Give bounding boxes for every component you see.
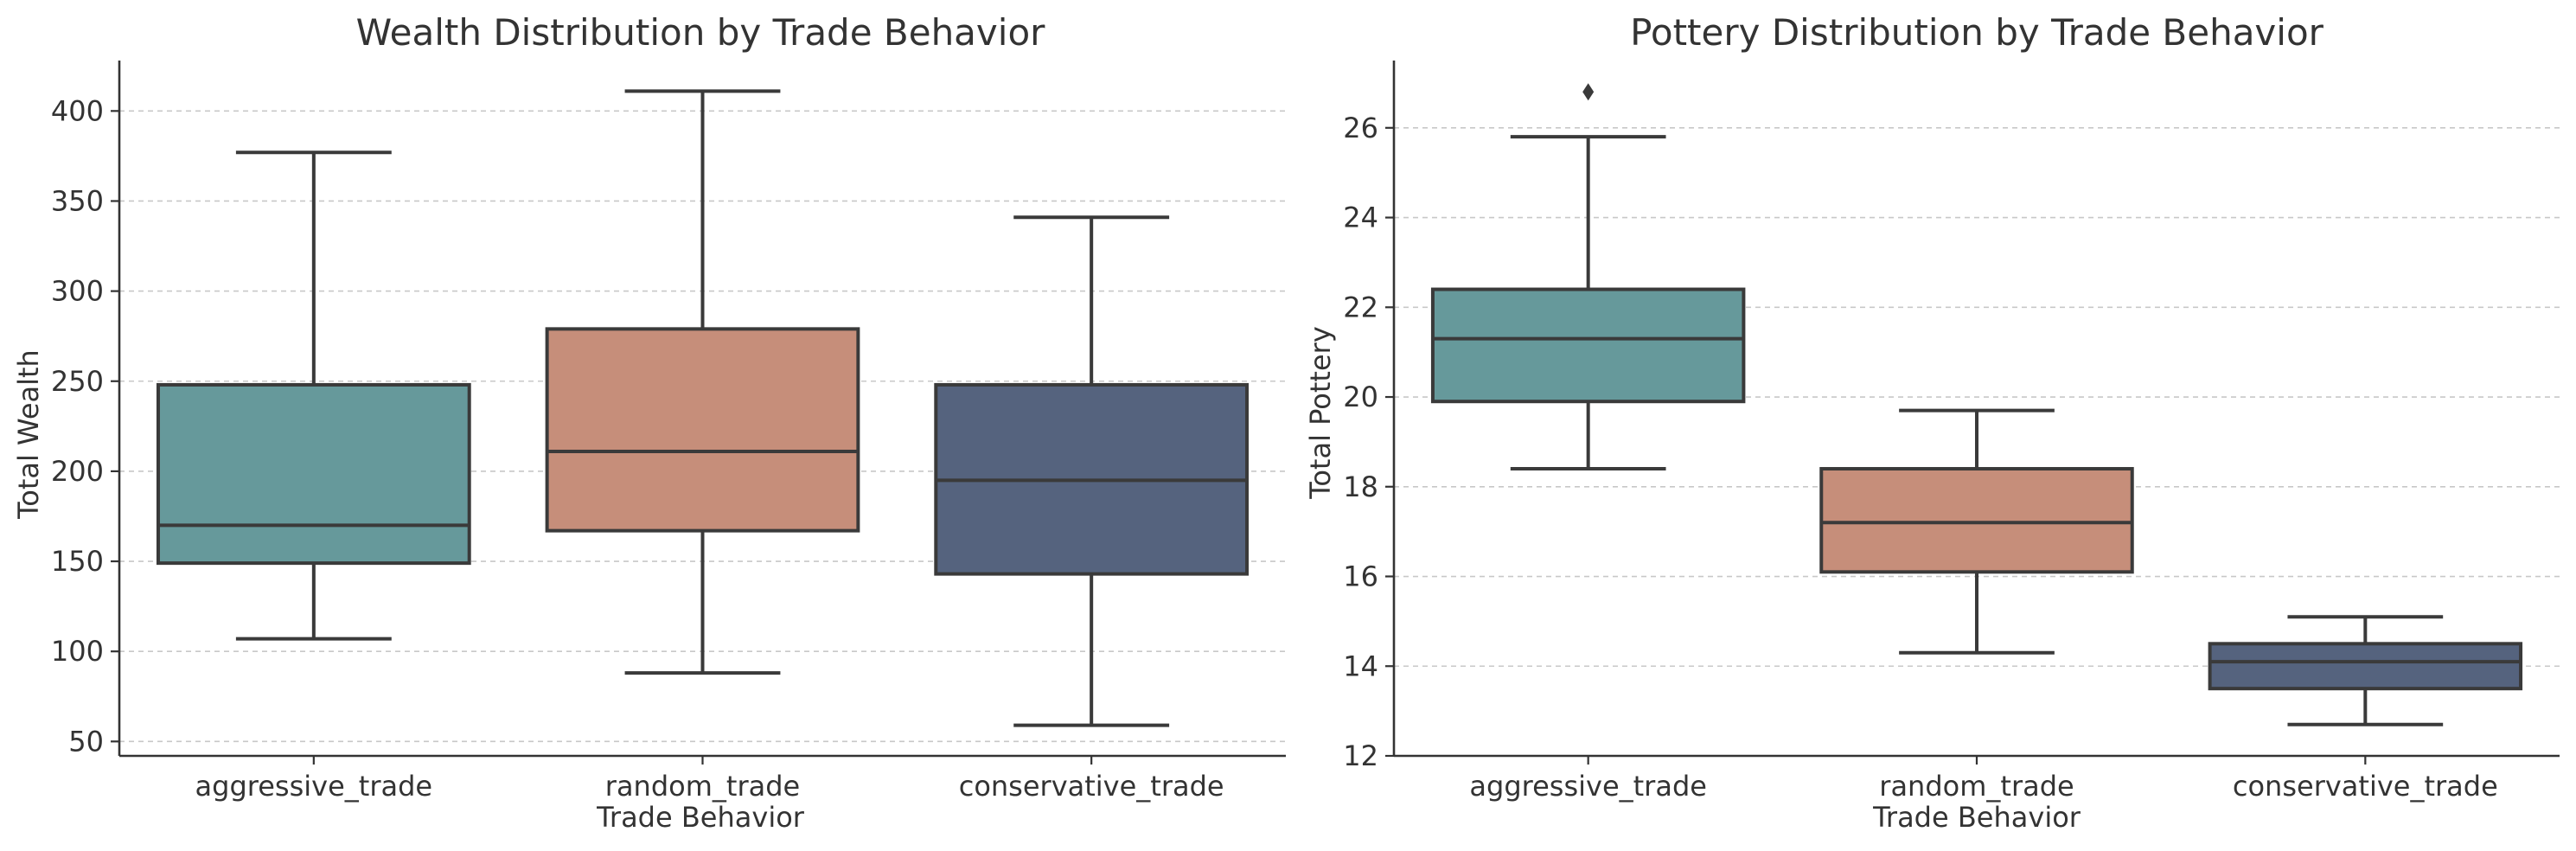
pottery-xtick-label: random_trade (1879, 770, 2074, 803)
pottery-chart-axes: 12 14 16 18 20 22 24 26 aggressive_trade random_t… (1343, 61, 2560, 803)
pottery-ytick-label: 12 (1343, 739, 1378, 772)
pottery-chart-ylabel: Total Pottery (1304, 326, 1337, 500)
pottery-ytick-label: 24 (1343, 202, 1378, 234)
pottery-box-aggressive_trade (1430, 83, 1746, 471)
pottery-ytick-label: 22 (1343, 291, 1378, 323)
pottery-iqr-box (2208, 642, 2523, 691)
pottery-ytick-label: 20 (1343, 381, 1378, 413)
pottery-ytick-label: 18 (1343, 470, 1378, 503)
pottery-box-random_trade (1819, 408, 2134, 655)
wealth-ytick-label: 150 (51, 545, 104, 578)
wealth-chart-ylabel: Total Wealth (12, 349, 45, 520)
wealth-chart-title: Wealth Distribution by Trade Behavior (356, 11, 1046, 54)
pottery-iqr-box (1430, 287, 1746, 404)
wealth-box-conservative_trade (934, 215, 1250, 727)
wealth-ytick-label: 400 (51, 94, 104, 127)
pottery-iqr-box (1819, 467, 2134, 574)
pottery-chart-xlabel: Trade Behavior (1872, 801, 2081, 834)
wealth-ytick-label: 100 (51, 635, 104, 668)
pottery-chart-title: Pottery Distribution by Trade Behavior (1630, 11, 2324, 54)
wealth-box-random_trade (545, 89, 860, 675)
wealth-box-aggressive_trade (156, 150, 471, 641)
pottery-box-conservative_trade (2208, 615, 2523, 726)
pottery-ytick-label: 26 (1343, 112, 1378, 144)
wealth-xtick-label: aggressive_trade (195, 770, 433, 803)
pottery-xtick-label: aggressive_trade (1469, 770, 1707, 803)
pottery-chart-boxes (1430, 83, 2523, 726)
wealth-chart-panel: Wealth Distribution by Trade Behavior Tr… (12, 11, 1286, 834)
wealth-chart-boxes (156, 89, 1250, 727)
wealth-ytick-label: 300 (51, 275, 104, 308)
pottery-ytick-label: 14 (1343, 649, 1378, 682)
pottery-xtick-label: conservative_trade (2233, 770, 2498, 803)
wealth-ytick-label: 200 (51, 455, 104, 488)
pottery-outlier-point (1582, 83, 1595, 101)
wealth-xtick-label: conservative_trade (959, 770, 1224, 803)
wealth-ytick-label: 50 (68, 725, 104, 758)
wealth-ytick-label: 350 (51, 184, 104, 217)
wealth-iqr-box (156, 382, 471, 566)
pottery-chart-panel: Pottery Distribution by Trade Behavior T… (1304, 11, 2560, 834)
wealth-ytick-label: 250 (51, 365, 104, 398)
wealth-xtick-label: random_trade (605, 770, 800, 803)
wealth-chart-xlabel: Trade Behavior (596, 801, 805, 834)
wealth-chart-axes: 50 100 150 200 250 300 350 400 aggressive_trade r… (51, 61, 1286, 803)
pottery-ytick-label: 16 (1343, 560, 1378, 593)
wealth-iqr-box (545, 327, 860, 533)
